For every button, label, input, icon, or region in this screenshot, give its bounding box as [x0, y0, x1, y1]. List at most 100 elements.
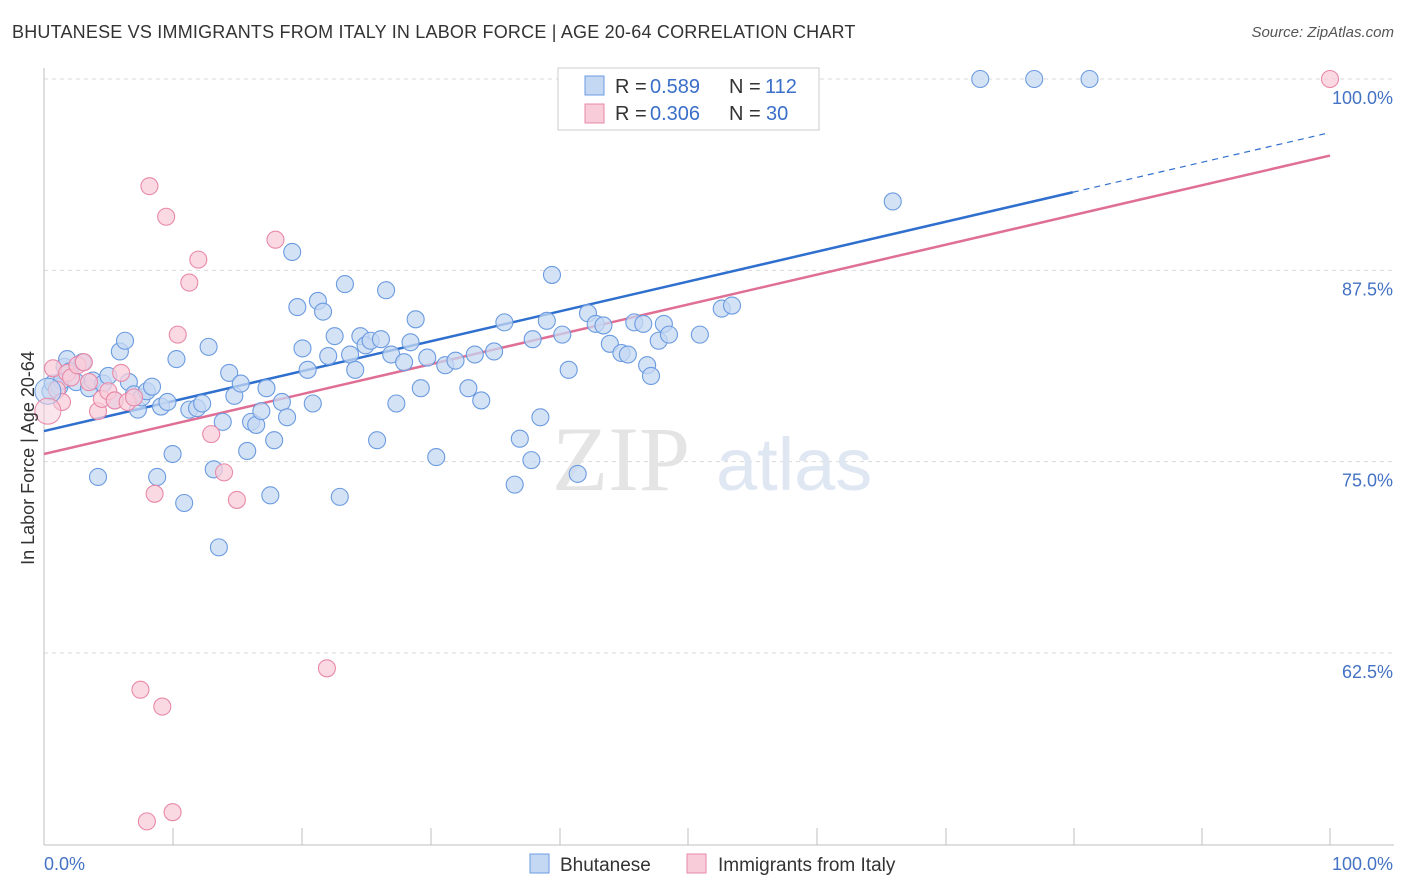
watermark-atlas: atlas: [716, 423, 872, 506]
point-bhutanese: [330, 487, 349, 506]
point-bhutanese: [148, 467, 167, 487]
point-bhutanese: [531, 408, 550, 427]
point-bhutanese: [401, 333, 420, 352]
point-bhutanese: [303, 394, 322, 413]
point-bhutanese: [690, 325, 709, 344]
point-bhutanese: [231, 374, 250, 393]
point-italy: [163, 803, 182, 822]
legend-n-value-2: 30: [766, 103, 788, 125]
legend-r-value-1: 0.589: [650, 76, 700, 98]
point-italy: [131, 680, 150, 699]
bottom-legend: Bhutanese Immigrants from Italy: [529, 853, 896, 876]
stats-legend: R = 0.589 N = 112 R = 0.306 N = 30: [557, 67, 820, 131]
trend-lines: [43, 131, 1331, 456]
point-bhutanese: [634, 314, 653, 333]
point-italy-cluster: [34, 397, 62, 425]
point-bhutanese: [220, 363, 239, 382]
point-bhutanese: [446, 351, 465, 370]
legend-n-label-2: N =: [729, 103, 761, 125]
point-bhutanese: [395, 353, 414, 372]
point-italy: [112, 363, 131, 382]
point-bhutanese: [659, 325, 679, 344]
trend-line-bhutanese: [43, 191, 1074, 433]
point-bhutanese: [377, 281, 396, 300]
point-italy: [227, 490, 246, 509]
point-bhutanese: [346, 360, 365, 379]
point-bhutanese: [142, 377, 162, 396]
point-italy: [157, 207, 176, 226]
legend-swatch-italy: [584, 103, 605, 124]
x-tick-label: 100.0%: [1332, 854, 1393, 874]
chart-source: Source: ZipAtlas.com: [1251, 24, 1394, 41]
point-bhutanese: [542, 265, 562, 284]
y-tick-labels: 62.5% 75.0% 87.5% 100.0%: [1332, 88, 1393, 682]
point-italy: [145, 484, 164, 503]
point-bhutanese: [523, 330, 542, 349]
point-italy: [140, 177, 159, 196]
y-tick-label: 87.5%: [1342, 279, 1393, 299]
point-bhutanese: [175, 493, 194, 513]
point-bhutanese: [559, 360, 578, 379]
y-tick-label: 75.0%: [1342, 471, 1393, 491]
point-italy: [168, 325, 187, 344]
point-italy: [79, 373, 99, 392]
point-bhutanese: [971, 69, 990, 89]
point-bhutanese: [325, 327, 344, 346]
point-bhutanese: [265, 431, 284, 450]
point-bhutanese: [193, 394, 212, 413]
point-bhutanese: [158, 392, 177, 412]
point-bhutanese: [418, 348, 437, 367]
point-bhutanese: [485, 342, 504, 361]
y-axis-label: In Labor Force | Age 20-64: [18, 351, 38, 565]
point-bhutanese: [465, 345, 484, 364]
point-bhutanese: [371, 330, 390, 349]
legend-r-label-2: R =: [615, 103, 647, 125]
point-bhutanese: [298, 360, 317, 379]
point-bhutanese: [115, 331, 135, 350]
point-bhutanese: [472, 391, 491, 410]
point-bhutanese: [167, 350, 186, 369]
point-bhutanese: [1080, 69, 1099, 89]
point-bhutanese: [272, 392, 291, 412]
point-italy: [124, 388, 144, 407]
point-bhutanese: [568, 464, 587, 483]
bottom-legend-swatch-italy: [686, 853, 707, 874]
trend-line-bhutanese-extension: [1072, 131, 1331, 193]
bottom-legend-label-italy: Immigrants from Italy: [718, 855, 896, 876]
point-italy: [137, 812, 156, 831]
point-bhutanese: [537, 311, 556, 330]
point-bhutanese: [335, 275, 354, 294]
point-bhutanese: [261, 486, 280, 505]
point-bhutanese: [163, 444, 182, 464]
legend-swatch-bhutanese: [584, 75, 605, 96]
bottom-legend-label-bhutanese: Bhutanese: [560, 855, 651, 876]
point-italy: [1320, 69, 1340, 89]
point-italy: [202, 425, 221, 444]
point-bhutanese: [495, 313, 514, 332]
point-bhutanese: [522, 451, 541, 470]
legend-r-value-2: 0.306: [650, 103, 700, 125]
point-bhutanese: [319, 347, 338, 366]
point-bhutanese: [510, 429, 529, 448]
point-bhutanese: [209, 538, 228, 557]
point-italy: [189, 250, 208, 269]
point-bhutanese: [641, 366, 661, 385]
point-bhutanese: [199, 337, 218, 356]
axes: [43, 68, 1394, 846]
point-bhutanese: [427, 448, 446, 467]
point-italy: [317, 659, 336, 678]
point-italy: [153, 697, 172, 716]
point-bhutanese: [1025, 69, 1044, 89]
point-bhutanese: [594, 316, 613, 335]
point-italy: [214, 463, 234, 482]
point-bhutanese: [252, 402, 271, 421]
point-bhutanese: [411, 379, 430, 398]
point-italy: [74, 353, 93, 372]
point-bhutanese: [288, 298, 307, 317]
legend-n-label-1: N =: [729, 76, 761, 98]
point-bhutanese: [293, 339, 312, 358]
point-bhutanese: [368, 431, 387, 450]
watermark-zip: ZIP: [552, 408, 690, 510]
x-tick-labels: 0.0% 100.0%: [43, 828, 1393, 874]
